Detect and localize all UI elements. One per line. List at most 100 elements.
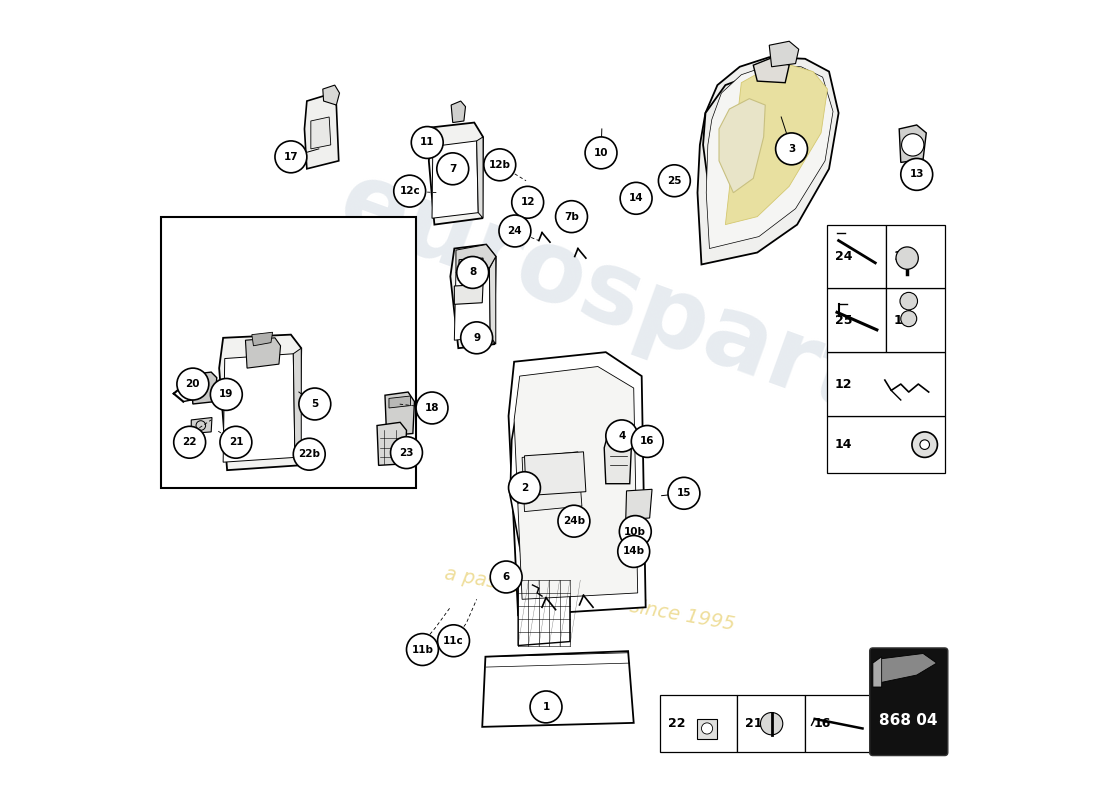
Circle shape bbox=[508, 472, 540, 504]
Circle shape bbox=[902, 134, 924, 156]
Text: 13: 13 bbox=[910, 170, 924, 179]
Text: 14: 14 bbox=[629, 194, 644, 203]
Text: 6: 6 bbox=[503, 572, 509, 582]
Bar bbox=[697, 719, 717, 739]
Text: 24: 24 bbox=[835, 250, 852, 263]
Text: 7b: 7b bbox=[564, 212, 579, 222]
Text: 9: 9 bbox=[473, 333, 481, 343]
Circle shape bbox=[618, 535, 650, 567]
Text: 22: 22 bbox=[183, 438, 197, 447]
Polygon shape bbox=[522, 452, 582, 512]
Text: 10: 10 bbox=[594, 148, 608, 158]
Bar bbox=[886, 225, 945, 288]
Circle shape bbox=[920, 440, 929, 450]
Text: 14b: 14b bbox=[623, 546, 645, 557]
Text: a passion for parts since 1995: a passion for parts since 1995 bbox=[443, 564, 737, 634]
Polygon shape bbox=[294, 348, 301, 466]
Text: 2: 2 bbox=[521, 482, 528, 493]
Circle shape bbox=[220, 426, 252, 458]
Circle shape bbox=[177, 368, 209, 400]
Circle shape bbox=[484, 149, 516, 181]
Polygon shape bbox=[518, 580, 570, 646]
Circle shape bbox=[606, 420, 638, 452]
Text: 23: 23 bbox=[399, 448, 414, 458]
Circle shape bbox=[619, 515, 651, 547]
Polygon shape bbox=[514, 366, 638, 599]
FancyBboxPatch shape bbox=[870, 648, 948, 755]
Circle shape bbox=[556, 201, 587, 233]
Polygon shape bbox=[703, 73, 789, 233]
Text: 10b: 10b bbox=[625, 526, 647, 537]
Bar bbox=[161, 217, 416, 488]
Polygon shape bbox=[525, 452, 586, 496]
Text: 20: 20 bbox=[186, 379, 200, 389]
Polygon shape bbox=[454, 269, 491, 340]
Polygon shape bbox=[305, 95, 339, 169]
Polygon shape bbox=[223, 354, 295, 462]
Bar bbox=[660, 695, 737, 752]
Text: 12b: 12b bbox=[488, 160, 510, 170]
Text: 16: 16 bbox=[813, 717, 830, 730]
Circle shape bbox=[416, 392, 448, 424]
Text: 24b: 24b bbox=[563, 516, 585, 526]
Circle shape bbox=[901, 310, 916, 326]
Text: 17: 17 bbox=[284, 152, 298, 162]
Circle shape bbox=[299, 388, 331, 420]
Circle shape bbox=[760, 713, 783, 735]
Circle shape bbox=[499, 215, 531, 247]
Bar bbox=[826, 225, 886, 288]
Circle shape bbox=[210, 378, 242, 410]
Circle shape bbox=[438, 625, 470, 657]
Circle shape bbox=[900, 292, 917, 310]
Bar bbox=[737, 695, 805, 752]
Text: 868 04: 868 04 bbox=[880, 713, 938, 728]
Text: 12: 12 bbox=[835, 378, 852, 390]
Circle shape bbox=[901, 158, 933, 190]
Circle shape bbox=[776, 133, 807, 165]
Polygon shape bbox=[455, 245, 496, 273]
Polygon shape bbox=[697, 57, 838, 265]
Polygon shape bbox=[604, 434, 631, 484]
Polygon shape bbox=[769, 42, 799, 66]
Circle shape bbox=[631, 426, 663, 458]
Polygon shape bbox=[482, 651, 634, 727]
Bar bbox=[826, 352, 945, 416]
Text: 18: 18 bbox=[425, 403, 439, 413]
Text: eurosparts: eurosparts bbox=[326, 154, 934, 454]
Circle shape bbox=[668, 478, 700, 510]
Text: 25: 25 bbox=[835, 314, 852, 326]
Polygon shape bbox=[476, 137, 483, 218]
Circle shape bbox=[390, 437, 422, 469]
Text: 11c: 11c bbox=[443, 636, 464, 646]
Circle shape bbox=[407, 634, 439, 666]
Text: 12: 12 bbox=[520, 198, 535, 207]
Polygon shape bbox=[311, 117, 331, 149]
Polygon shape bbox=[879, 654, 937, 683]
Polygon shape bbox=[725, 65, 827, 225]
Polygon shape bbox=[454, 285, 483, 304]
Circle shape bbox=[659, 165, 691, 197]
Bar bbox=[805, 695, 873, 752]
Circle shape bbox=[896, 247, 918, 270]
Polygon shape bbox=[322, 85, 340, 105]
Polygon shape bbox=[754, 57, 789, 82]
Text: 21: 21 bbox=[746, 717, 762, 730]
Polygon shape bbox=[219, 334, 301, 470]
Circle shape bbox=[461, 322, 493, 354]
Polygon shape bbox=[191, 418, 212, 434]
Polygon shape bbox=[719, 98, 766, 193]
Circle shape bbox=[512, 186, 543, 218]
Text: 11: 11 bbox=[893, 314, 911, 326]
Text: 3: 3 bbox=[788, 144, 795, 154]
Polygon shape bbox=[873, 657, 881, 687]
Polygon shape bbox=[899, 125, 926, 162]
Polygon shape bbox=[385, 392, 415, 436]
Text: 22b: 22b bbox=[298, 450, 320, 459]
Polygon shape bbox=[377, 422, 407, 466]
Text: 4: 4 bbox=[618, 431, 626, 441]
Bar bbox=[886, 288, 945, 352]
Circle shape bbox=[530, 691, 562, 723]
Circle shape bbox=[294, 438, 326, 470]
Polygon shape bbox=[191, 372, 217, 404]
Circle shape bbox=[702, 723, 713, 734]
